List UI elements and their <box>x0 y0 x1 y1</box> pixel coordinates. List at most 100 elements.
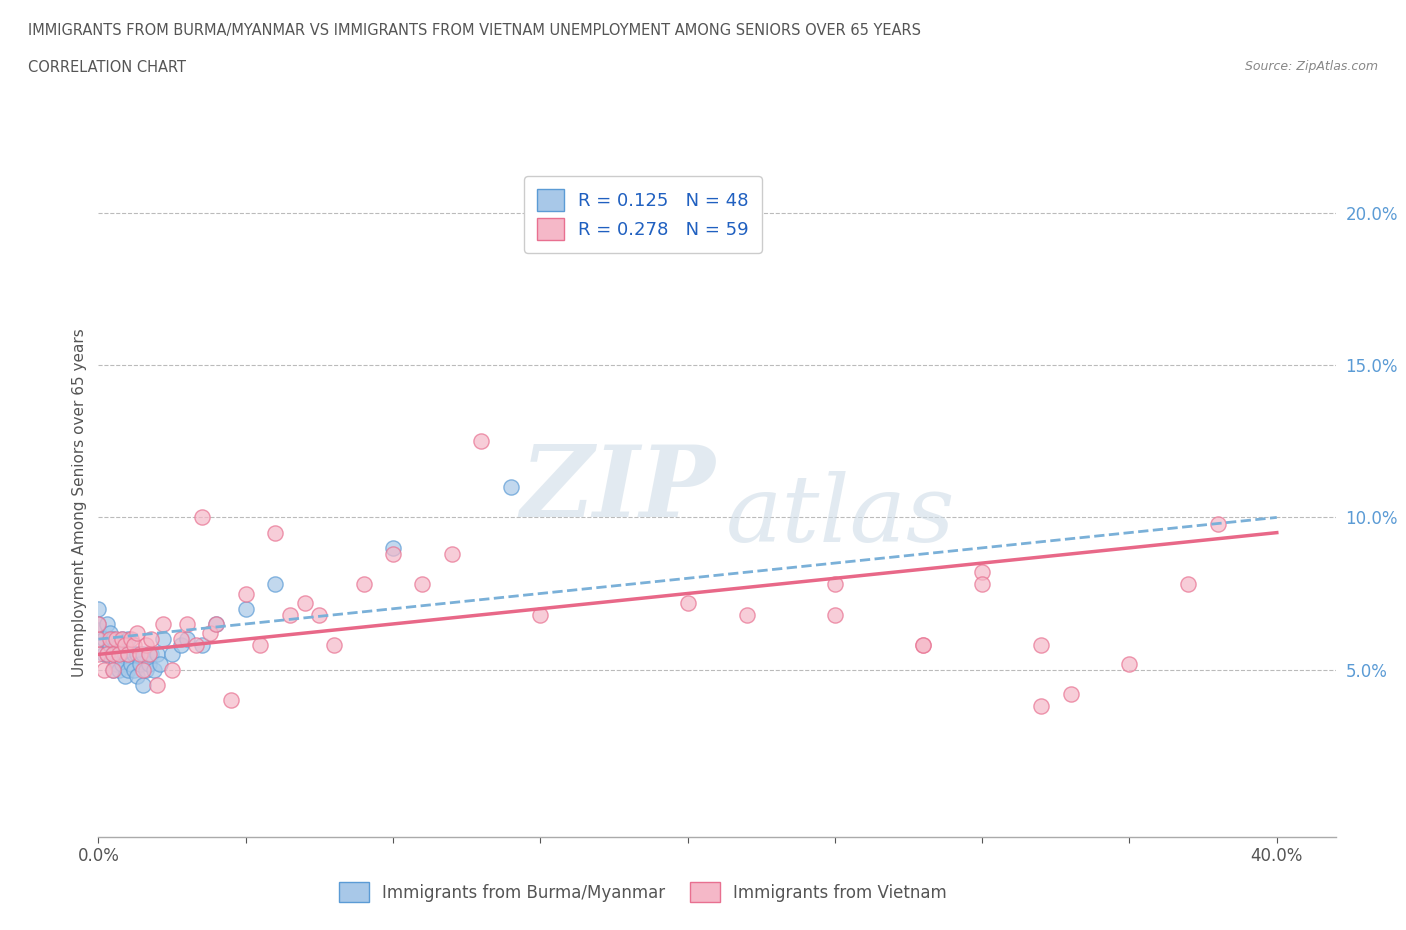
Point <box>87 617 110 631</box>
Point <box>170 638 193 653</box>
Point <box>108 647 131 662</box>
Point <box>117 647 139 662</box>
Point <box>353 577 375 591</box>
Point <box>128 647 150 662</box>
Point <box>101 662 124 677</box>
Point <box>190 510 212 525</box>
Point <box>470 434 492 449</box>
Point <box>184 638 207 653</box>
Y-axis label: Unemployment Among Seniors over 65 years: Unemployment Among Seniors over 65 years <box>72 328 87 677</box>
Point <box>108 638 131 653</box>
Point <box>108 662 131 677</box>
Text: CORRELATION CHART: CORRELATION CHART <box>28 60 186 75</box>
Point <box>114 638 136 653</box>
Point <box>1118 656 1140 671</box>
Point <box>323 638 346 653</box>
Point <box>135 638 157 653</box>
Point <box>308 607 330 622</box>
Point <box>120 631 142 646</box>
Point <box>529 607 551 622</box>
Text: IMMIGRANTS FROM BURMA/MYANMAR VS IMMIGRANTS FROM VIETNAM UNEMPLOYMENT AMONG SENI: IMMIGRANTS FROM BURMA/MYANMAR VS IMMIGRA… <box>28 23 921 38</box>
Point <box>146 677 169 692</box>
Point <box>499 480 522 495</box>
Point <box>152 617 174 631</box>
Point <box>143 662 166 677</box>
Point <box>87 631 110 646</box>
Point <box>101 662 124 677</box>
Point <box>93 662 115 677</box>
Point <box>131 662 153 677</box>
Point <box>131 677 153 692</box>
Point <box>87 617 110 631</box>
Point <box>101 631 124 646</box>
Point <box>125 647 148 662</box>
Point <box>128 656 150 671</box>
Point <box>235 602 257 617</box>
Point <box>117 662 139 677</box>
Point <box>117 631 139 646</box>
Point <box>190 638 212 653</box>
Point <box>1059 686 1081 701</box>
Point <box>912 638 935 653</box>
Point <box>170 631 193 646</box>
Point <box>972 577 994 591</box>
Point <box>114 647 136 662</box>
Point <box>111 631 134 646</box>
Point <box>120 656 142 671</box>
Point <box>278 607 301 622</box>
Point <box>141 647 163 662</box>
Point <box>588 236 610 251</box>
Text: atlas: atlas <box>725 471 956 561</box>
Point <box>105 656 128 671</box>
Point <box>87 622 110 637</box>
Legend: Immigrants from Burma/Myanmar, Immigrants from Vietnam: Immigrants from Burma/Myanmar, Immigrant… <box>332 875 953 909</box>
Point <box>200 626 222 641</box>
Text: ZIP: ZIP <box>520 441 716 537</box>
Point <box>111 656 134 671</box>
Point <box>105 638 128 653</box>
Point <box>98 631 121 646</box>
Point <box>146 647 169 662</box>
Point <box>138 647 160 662</box>
Point <box>101 647 124 662</box>
Point <box>111 631 134 646</box>
Point <box>294 595 316 610</box>
Point <box>93 647 115 662</box>
Point <box>122 662 145 677</box>
Point <box>135 662 157 677</box>
Point <box>249 638 271 653</box>
Point <box>105 631 128 646</box>
Point <box>676 595 699 610</box>
Point <box>912 638 935 653</box>
Point <box>87 647 110 662</box>
Point <box>98 638 121 653</box>
Point <box>98 626 121 641</box>
Point <box>824 577 846 591</box>
Point <box>264 577 287 591</box>
Point <box>824 607 846 622</box>
Point <box>1029 638 1052 653</box>
Point <box>141 631 163 646</box>
Point <box>1177 577 1199 591</box>
Point <box>264 525 287 540</box>
Point <box>160 647 183 662</box>
Point <box>122 638 145 653</box>
Point <box>96 647 118 662</box>
Point <box>205 617 228 631</box>
Point <box>235 586 257 601</box>
Point <box>176 631 198 646</box>
Point <box>219 693 242 708</box>
Point <box>411 577 433 591</box>
Point <box>122 647 145 662</box>
Point <box>96 617 118 631</box>
Point <box>87 631 110 646</box>
Point <box>131 647 153 662</box>
Point <box>382 547 405 562</box>
Point <box>138 656 160 671</box>
Point <box>1029 698 1052 713</box>
Point <box>205 617 228 631</box>
Point <box>972 565 994 579</box>
Point <box>125 669 148 684</box>
Point <box>152 631 174 646</box>
Point <box>1206 516 1229 531</box>
